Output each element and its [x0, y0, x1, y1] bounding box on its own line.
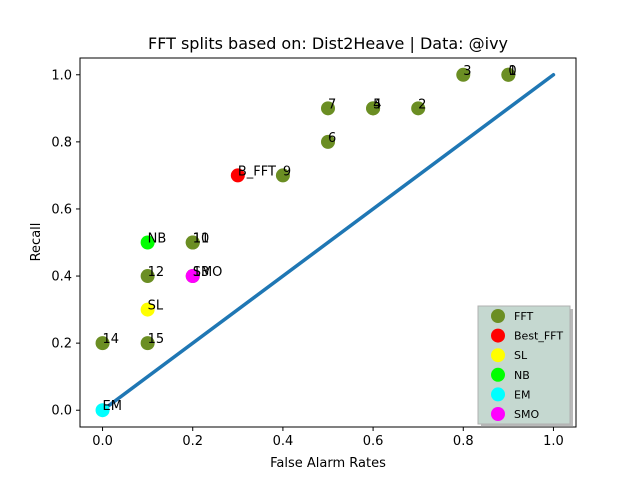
legend-label: EM — [514, 388, 530, 401]
legend-marker — [491, 407, 505, 421]
legend-label: Best_FFT — [514, 330, 563, 343]
point-label: 1 — [508, 64, 516, 79]
point-label: 0 — [508, 64, 516, 79]
point-label: SL — [148, 299, 164, 314]
y-axis-label: Recall — [29, 223, 44, 262]
legend-marker — [491, 367, 505, 382]
legend-label: SL — [514, 349, 528, 362]
point-label: 3 — [463, 64, 471, 79]
point-label: 5 — [373, 97, 381, 112]
y-tick-label: 0.8 — [51, 135, 72, 150]
point-label: 9 — [283, 164, 291, 179]
legend-label: NB — [514, 369, 530, 382]
point-label: 12 — [148, 265, 165, 280]
data-point — [501, 67, 516, 82]
data-point — [140, 269, 155, 284]
legend-marker — [491, 328, 505, 343]
point-label: EM — [103, 399, 122, 414]
point-label: 4 — [373, 97, 381, 112]
y-tick-label: 0.0 — [51, 404, 72, 419]
data-point — [366, 101, 381, 116]
data-point — [411, 101, 426, 116]
point-label: 6 — [328, 131, 336, 146]
diagonal-line — [100, 73, 556, 412]
data-point — [321, 101, 335, 116]
data-point — [185, 269, 200, 284]
data-point — [275, 168, 290, 183]
legend-marker — [491, 387, 505, 402]
y-tick-label: 0.2 — [51, 337, 72, 352]
x-tick-label: 0.2 — [182, 434, 203, 449]
x-tick-label: 0.6 — [363, 434, 384, 449]
point-label: 11 — [193, 232, 210, 247]
data-point — [185, 235, 200, 250]
x-tick-label: 1.0 — [543, 434, 564, 449]
legend-label: SMO — [514, 408, 539, 421]
data-point — [456, 67, 471, 82]
point-label: 10 — [193, 232, 210, 247]
point-label: SMO — [193, 265, 223, 280]
point-label: 14 — [103, 332, 120, 347]
data-point — [140, 235, 155, 250]
y-tick-label: 0.4 — [51, 270, 72, 285]
point-label: 2 — [418, 97, 426, 112]
x-tick-label: 0.8 — [453, 434, 474, 449]
plot-area: 0.0 0.2 0.4 0.6 0.8 1.00.00.20.40.60.81.0 0134… — [51, 57, 577, 449]
legend-marker — [491, 309, 505, 323]
data-point — [230, 168, 245, 183]
data-point — [95, 336, 110, 351]
axes-frame — [79, 57, 577, 428]
point-label: NB — [148, 232, 167, 247]
y-tick-label: 0.6 — [51, 202, 72, 217]
data-point — [140, 336, 155, 351]
legend-box — [477, 305, 571, 425]
chart-title: FFT splits based on: Dist2Heave | Data: … — [148, 34, 508, 53]
x-tick-label: 0.0 — [92, 434, 113, 449]
point-label: 15 — [148, 332, 165, 347]
x-axis-label: False Alarm Rates — [270, 456, 386, 471]
data-point — [95, 403, 110, 418]
y-tick-label: 1.0 — [51, 68, 72, 83]
data-point — [140, 302, 155, 317]
point-label: 13 — [193, 265, 210, 280]
legend-label: FFT — [514, 310, 533, 323]
point-label: 7 — [328, 97, 336, 112]
data-point — [321, 134, 335, 149]
x-tick-label: 0.4 — [273, 434, 294, 449]
point-label: B_FFT — [238, 164, 276, 179]
legend-marker — [491, 348, 505, 363]
